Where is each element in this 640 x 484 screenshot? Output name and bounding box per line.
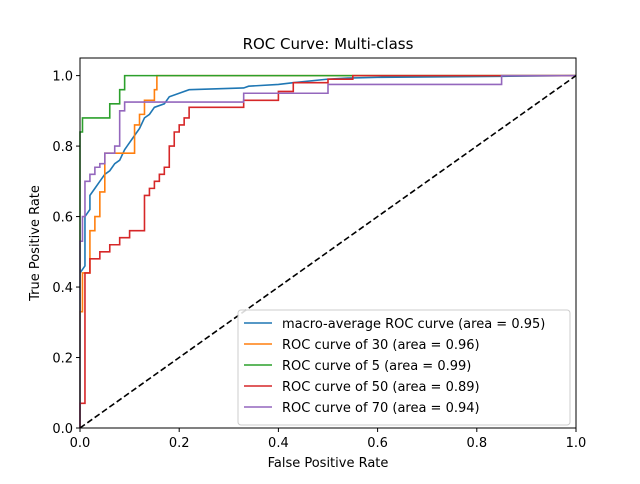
y-tick-label: 0.4 <box>52 281 73 296</box>
x-axis: 0.0 0.2 0.4 0.6 0.8 1.0 <box>70 428 587 451</box>
x-tick-label: 1.0 <box>566 436 587 451</box>
y-tick-label: 0.2 <box>52 352 73 367</box>
y-tick-label: 0.0 <box>52 422 73 437</box>
series-line-2 <box>79 74 576 428</box>
chart-title: ROC Curve: Multi-class <box>243 35 414 53</box>
legend: macro-average ROC curve (area = 0.95) ROC… <box>237 309 571 426</box>
x-axis-label: False Positive Rate <box>268 456 389 471</box>
legend-entry: ROC curve of 70 (area = 0.94) <box>282 401 480 416</box>
x-tick-label: 0.2 <box>169 436 190 451</box>
x-tick-label: 0.4 <box>268 436 289 451</box>
legend-entry: ROC curve of 30 (area = 0.96) <box>282 338 480 353</box>
x-tick-label: 0.0 <box>70 436 91 451</box>
series-line-4 <box>79 74 576 428</box>
legend-entry: macro-average ROC curve (area = 0.95) <box>282 317 545 332</box>
y-axis-label: True Positive Rate <box>28 185 43 302</box>
y-tick-label: 1.0 <box>52 70 73 85</box>
legend-entry: ROC curve of 5 (area = 0.99) <box>282 359 471 374</box>
y-tick-label: 0.8 <box>52 140 73 155</box>
series-line-3 <box>79 74 576 428</box>
plot-frame <box>79 57 577 429</box>
legend-box <box>237 309 571 426</box>
chance-diagonal-line <box>79 74 577 429</box>
y-tick-label: 0.6 <box>52 211 73 226</box>
y-axis: 0.0 0.2 0.4 0.6 0.8 1.0 <box>52 70 80 437</box>
series-line-0 <box>79 74 577 274</box>
x-tick-label: 0.6 <box>367 436 388 451</box>
x-tick-label: 0.8 <box>466 436 487 451</box>
plot-lines <box>79 74 577 429</box>
legend-entry: ROC curve of 50 (area = 0.89) <box>282 380 480 395</box>
